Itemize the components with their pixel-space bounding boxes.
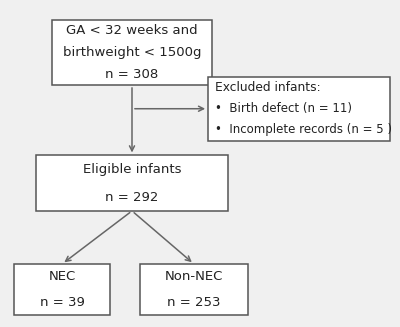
Text: n = 253: n = 253 — [167, 296, 221, 309]
Text: GA < 32 weeks and: GA < 32 weeks and — [66, 24, 198, 37]
Bar — [36, 155, 228, 211]
Text: n = 308: n = 308 — [105, 68, 159, 81]
Text: NEC: NEC — [48, 270, 76, 283]
Text: •  Birth defect (n = 11): • Birth defect (n = 11) — [215, 102, 352, 115]
Text: Excluded infants:: Excluded infants: — [215, 81, 321, 94]
Bar — [52, 20, 212, 85]
Bar — [208, 77, 390, 141]
Bar — [140, 264, 248, 315]
Text: birthweight < 1500g: birthweight < 1500g — [63, 46, 201, 59]
Text: Eligible infants: Eligible infants — [83, 163, 181, 176]
Text: Non-NEC: Non-NEC — [165, 270, 223, 283]
Text: n = 39: n = 39 — [40, 296, 84, 309]
Bar — [14, 264, 110, 315]
Text: n = 292: n = 292 — [105, 191, 159, 203]
Text: •  Incomplete records (n = 5 ): • Incomplete records (n = 5 ) — [215, 124, 392, 136]
